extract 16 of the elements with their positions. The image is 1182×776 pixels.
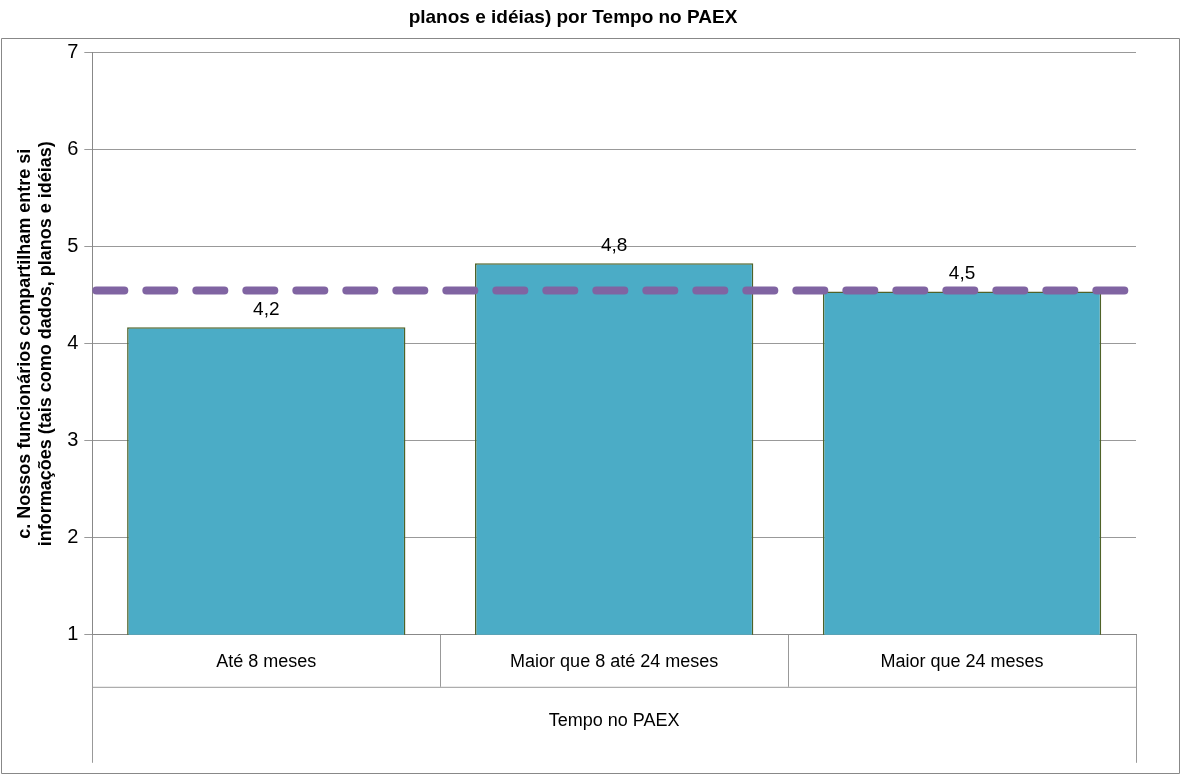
y-tick-label: 3	[67, 428, 79, 451]
data-label: 4,2	[253, 298, 280, 320]
x-axis-title: Tempo no PAEX	[548, 710, 680, 731]
y-tick-label: 2	[67, 525, 79, 548]
data-label: 4,8	[600, 234, 628, 256]
y-tick-label: 7	[67, 40, 79, 63]
x-tick-label: Até 8 meses	[216, 650, 317, 671]
data-label: 4,5	[948, 262, 976, 284]
y-tick-label: 1	[67, 622, 79, 645]
y-axis-title: c. Nossos funcionários compartilham entre si informações (tais como dados, planos e idéias)	[13, 141, 56, 547]
y-tick-label: 5	[67, 234, 79, 257]
chart-title: planos e idéias) por Tempo no PAEX	[408, 5, 738, 27]
y-tick-label: 6	[67, 137, 79, 160]
y-tick-label: 4	[67, 331, 79, 354]
x-tick-label: Maior que 8 até 24 meses	[510, 650, 719, 671]
x-tick-label: Maior que 24 meses	[880, 650, 1044, 671]
